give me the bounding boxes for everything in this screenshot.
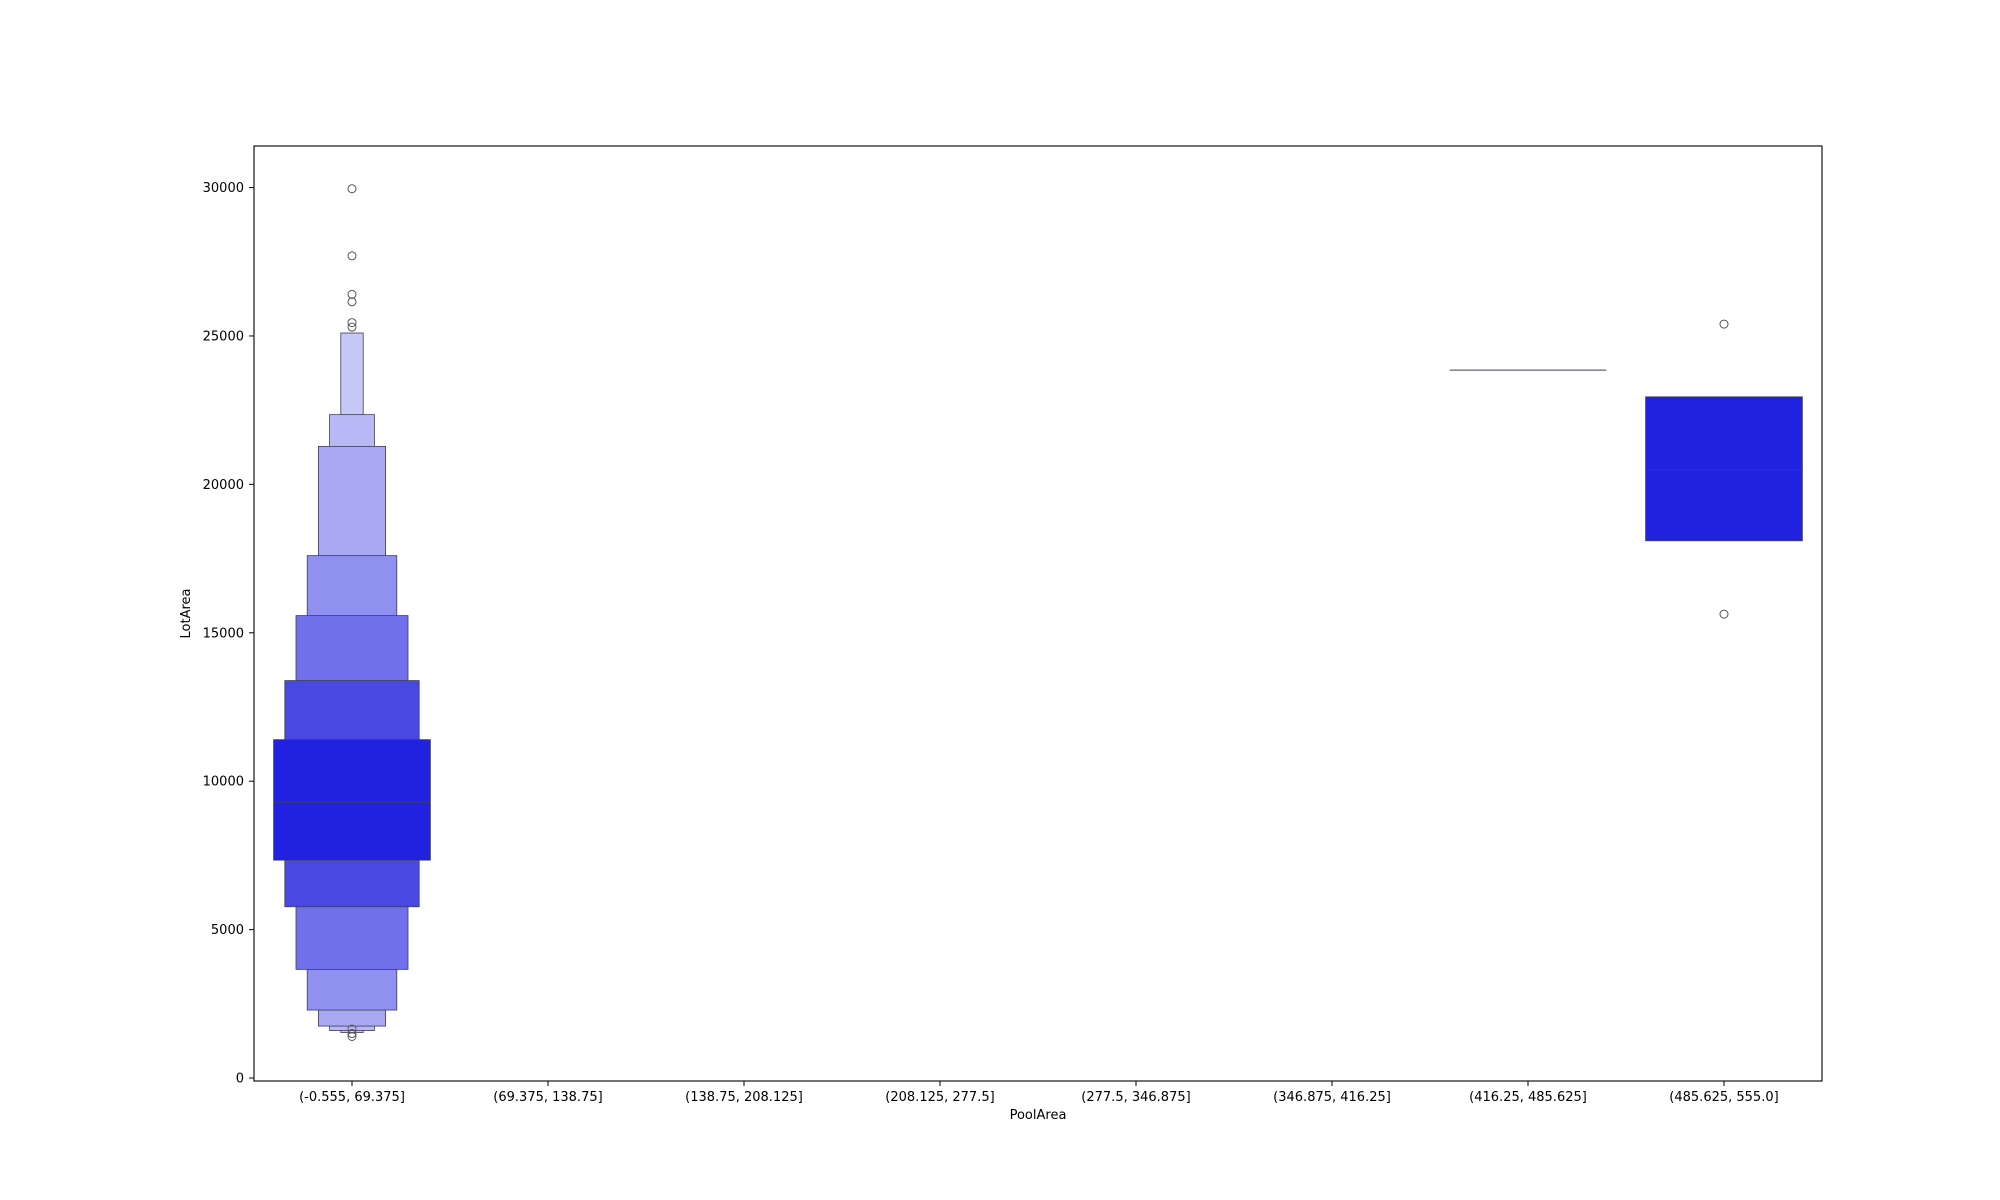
y-tick-label: 5000: [211, 923, 244, 938]
y-tick-label: 25000: [203, 329, 244, 344]
x-tick-label: (-0.555, 69.375]: [299, 1090, 405, 1105]
x-tick-label: (485.625, 555.0]: [1669, 1090, 1778, 1105]
y-tick-label: 10000: [203, 775, 244, 790]
boxen-level-box: [273, 739, 431, 861]
x-tick-label: (69.375, 138.75]: [493, 1090, 602, 1105]
axes-frame: [253, 145, 1823, 1082]
x-axis: (-0.555, 69.375] (69.375, 138.75] (138.75,…: [299, 1081, 1779, 1105]
y-axis: 0 5000 10000 15000 20000 25000 30000: [203, 181, 254, 1087]
y-tick-label: 20000: [203, 478, 244, 493]
y-tick-label: 0: [236, 1072, 244, 1087]
y-tick-label: 30000: [203, 181, 244, 196]
x-axis-label: PoolArea: [1010, 1108, 1067, 1123]
outlier-point: [1719, 609, 1729, 619]
x-tick-label: (138.75, 208.125]: [685, 1090, 803, 1105]
outlier-point: [347, 318, 357, 328]
x-tick-label: (346.875, 416.25]: [1273, 1090, 1391, 1105]
outlier-point: [347, 251, 357, 261]
outlier-point: [347, 1029, 357, 1039]
boxes-layer: [273, 332, 1803, 1034]
outlier-point: [1719, 319, 1729, 329]
y-tick-label: 15000: [203, 626, 244, 641]
outlier-point: [347, 297, 357, 307]
outlier-point: [347, 1024, 357, 1034]
x-tick-label: (208.125, 277.5]: [885, 1090, 994, 1105]
y-axis-label: LotArea: [179, 589, 194, 639]
plot-area: [253, 145, 1823, 1082]
outliers-layer: [347, 184, 1729, 1041]
outlier-point: [347, 322, 357, 332]
outlier-point: [347, 289, 357, 299]
outlier-point: [347, 184, 357, 194]
boxen-level-box: [1645, 396, 1803, 542]
outlier-point: [347, 1031, 357, 1041]
x-tick-label: (416.25, 485.625]: [1469, 1090, 1587, 1105]
x-tick-label: (277.5, 346.875]: [1081, 1090, 1190, 1105]
